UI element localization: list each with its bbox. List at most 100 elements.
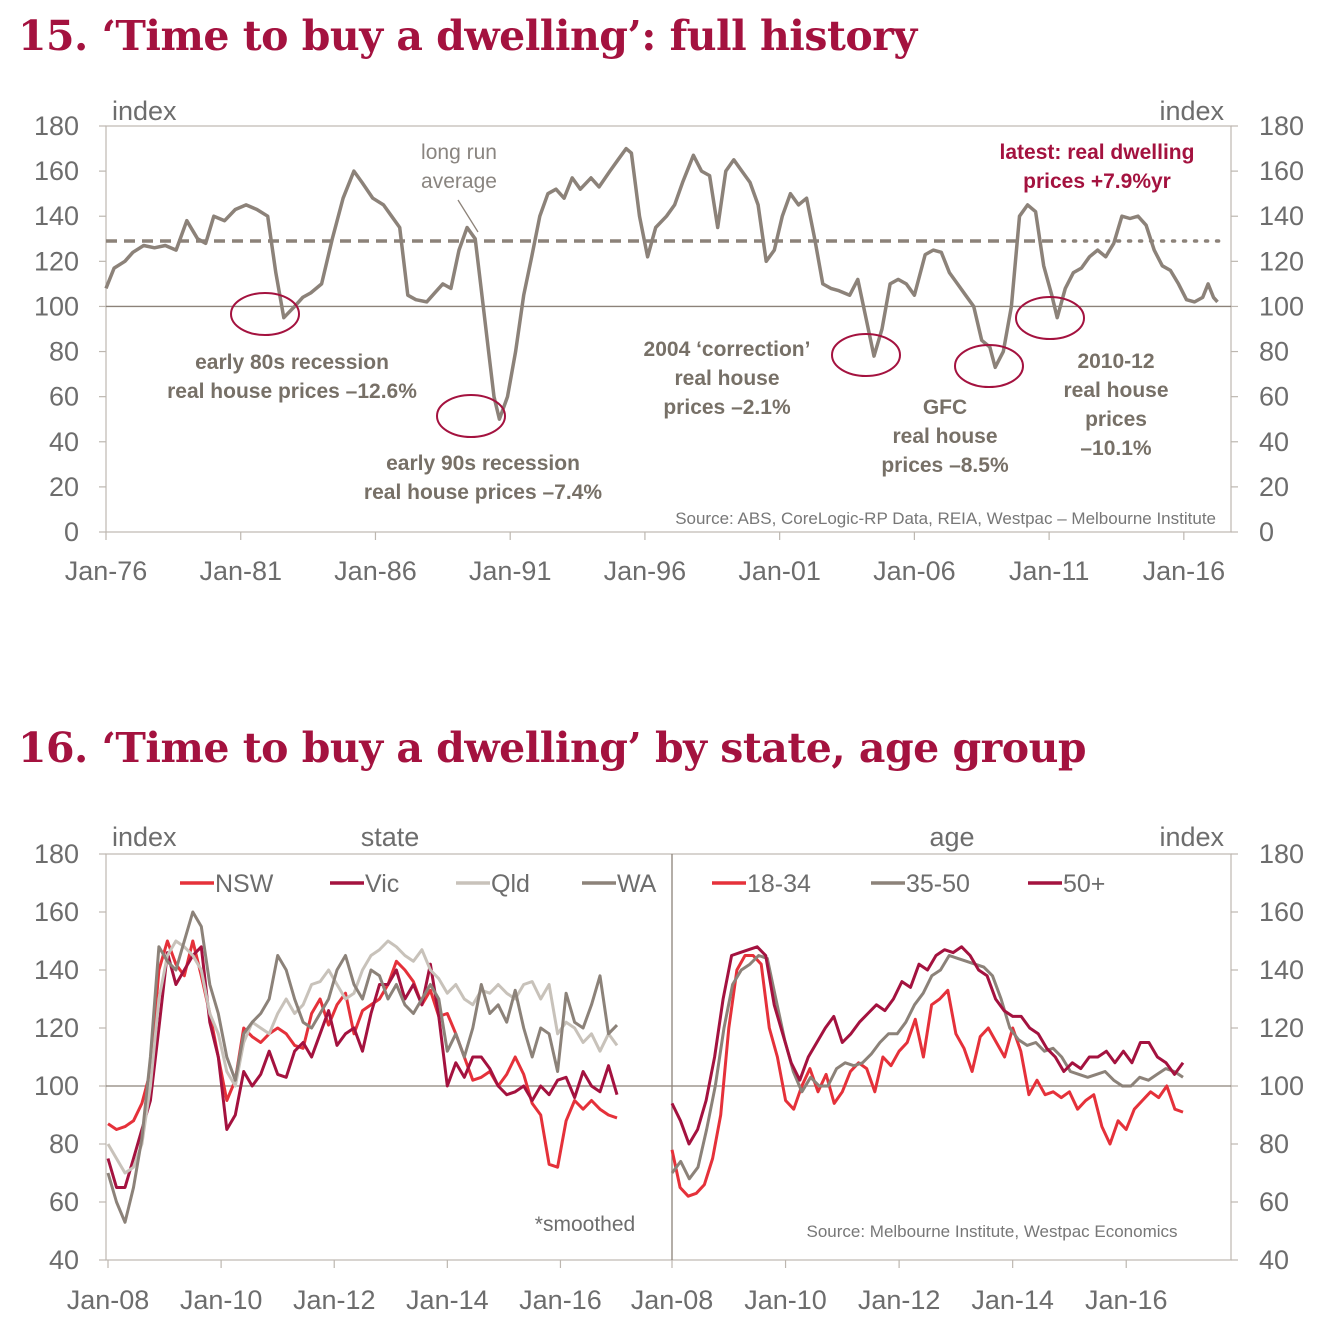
chart-16-right-axis-title: index — [1159, 822, 1224, 852]
y-tick-label-right: 20 — [1259, 472, 1289, 502]
svg-text:latest: real dwelling: latest: real dwelling — [1000, 141, 1195, 164]
legend-label-nsw: NSW — [215, 870, 274, 898]
x-tick-label: Jan-08 — [67, 1285, 150, 1315]
chart-15-source: Source: ABS, CoreLogic-RP Data, REIA, We… — [675, 509, 1216, 528]
series-line-age-50 — [670, 945, 1185, 1146]
svg-text:prices –8.5%: prices –8.5% — [881, 454, 1009, 477]
highlight-circle-gfc — [954, 344, 1024, 388]
y-tick-label-right: 140 — [1259, 955, 1304, 985]
highlight-circle-2004 — [831, 333, 901, 377]
y-tick-label-left: 180 — [34, 111, 79, 141]
svg-text:average: average — [421, 170, 497, 193]
legend-label-50: 50+ — [1063, 870, 1105, 898]
y-tick-label-left: 40 — [49, 1245, 79, 1275]
y-tick-label-right: 60 — [1259, 382, 1289, 412]
x-tick-label: Jan-91 — [469, 556, 552, 586]
svg-text:–10.1%: –10.1% — [1080, 437, 1152, 460]
x-tick-label: Jan-81 — [199, 556, 282, 586]
annotation-2010-12: 2010-12 real house prices –10.1% — [1063, 350, 1168, 460]
y-tick-label-left: 60 — [49, 1187, 79, 1217]
series-line-state-vic — [106, 945, 619, 1189]
svg-text:real house prices –7.4%: real house prices –7.4% — [364, 481, 602, 504]
y-tick-label-right: 100 — [1259, 1071, 1304, 1101]
y-tick-label-left: 100 — [34, 1071, 79, 1101]
chart-15-y-axes: 0 0 20 20 40 40 60 60 80 80 100 100 120 120 140 140 160 1… — [34, 111, 1304, 547]
svg-text:real house: real house — [1063, 379, 1168, 402]
svg-text:long run: long run — [421, 141, 497, 164]
svg-text:prices –2.1%: prices –2.1% — [663, 396, 791, 419]
x-tick-label: Jan-14 — [971, 1285, 1054, 1315]
annotation-latest-real-dwelling-prices: latest: real dwelling prices +7.9%yr — [1000, 141, 1195, 193]
annotation-2004-correction: 2004 ‘correction’ real house prices –2.1… — [644, 338, 811, 419]
panel-title-state: state — [361, 822, 420, 852]
series-line-state-wa — [106, 910, 619, 1224]
x-tick-label: Jan-14 — [406, 1285, 489, 1315]
svg-text:prices: prices — [1085, 408, 1147, 431]
x-tick-label: Jan-16 — [1143, 556, 1226, 586]
y-tick-label-left: 140 — [34, 955, 79, 985]
svg-text:real house: real house — [892, 425, 997, 448]
x-tick-label: Jan-76 — [65, 556, 148, 586]
legend-label-35-50: 35-50 — [906, 870, 970, 898]
x-tick-label: Jan-86 — [334, 556, 417, 586]
y-tick-label-left: 100 — [34, 291, 79, 321]
y-tick-label-right: 80 — [1259, 337, 1289, 367]
y-tick-label-left: 180 — [34, 839, 79, 869]
chart-16-x-axis: Jan-08 Jan-10 Jan-12 Jan-14 Jan-16 Jan-08 Jan-… — [67, 1260, 1168, 1315]
x-tick-label: Jan-06 — [873, 556, 956, 586]
highlight-circle-2010-12 — [1015, 296, 1085, 340]
chart-16-title: 16. ‘Time to buy a dwelling’ by state, a… — [18, 724, 1087, 772]
chart-15-plot-frame — [105, 125, 1232, 533]
chart-16-svg: 40 40 60 60 80 80 100 100 120 120 140 140 160 160 180 1… — [34, 822, 1304, 1315]
y-tick-label-right: 120 — [1259, 1013, 1304, 1043]
chart-15-title: 15. ‘Time to buy a dwelling’: full histo… — [18, 12, 917, 60]
y-tick-label-right: 180 — [1259, 111, 1304, 141]
series-line-state-nsw — [107, 939, 618, 1169]
panel-title-age: age — [929, 822, 974, 852]
y-tick-label-left: 60 — [49, 382, 79, 412]
y-tick-label-left: 160 — [34, 156, 79, 186]
x-tick-label: Jan-10 — [744, 1285, 827, 1315]
legend-label-qld: Qld — [491, 870, 530, 898]
y-tick-label-right: 60 — [1259, 1187, 1289, 1217]
svg-text:real house: real house — [674, 367, 779, 390]
x-tick-label: Jan-10 — [180, 1285, 263, 1315]
x-tick-label: Jan-12 — [858, 1285, 941, 1315]
legend-label-18-34: 18-34 — [747, 870, 811, 898]
y-tick-label-left: 80 — [49, 337, 79, 367]
x-tick-label: Jan-01 — [738, 556, 821, 586]
y-tick-label-left: 20 — [49, 472, 79, 502]
series-line-age-35-50 — [670, 954, 1184, 1181]
svg-text:prices +7.9%yr: prices +7.9%yr — [1023, 170, 1171, 193]
svg-text:early 80s recession: early 80s recession — [195, 351, 389, 374]
long-run-average-pointer — [457, 199, 479, 233]
chart-15-right-axis-title: index — [1159, 96, 1224, 126]
svg-text:early 90s recession: early 90s recession — [386, 452, 580, 475]
y-tick-label-right: 80 — [1259, 1129, 1289, 1159]
svg-text:2010-12: 2010-12 — [1077, 350, 1154, 373]
chart-16-y-axes: 40 40 60 60 80 80 100 100 120 120 140 140 160 160 180 1… — [34, 839, 1304, 1275]
x-tick-label: Jan-96 — [604, 556, 687, 586]
svg-text:real house prices –12.6%: real house prices –12.6% — [167, 380, 417, 403]
x-tick-label: Jan-16 — [519, 1285, 602, 1315]
chart-16-left-axis-title: index — [112, 822, 177, 852]
annotation-long-run-average: long run average — [421, 141, 497, 193]
y-tick-label-left: 80 — [49, 1129, 79, 1159]
legend-label-wa: WA — [617, 870, 657, 898]
y-tick-label-right: 100 — [1259, 291, 1304, 321]
chart-16-smoothed-note: *smoothed — [535, 1213, 635, 1236]
series-line-state-qld — [106, 939, 619, 1175]
legend-label-vic: Vic — [365, 870, 399, 898]
highlight-circle-early-90s — [436, 394, 506, 438]
x-tick-label: Jan-08 — [631, 1285, 714, 1315]
y-tick-label-right: 40 — [1259, 1245, 1289, 1275]
svg-text:GFC: GFC — [923, 396, 967, 419]
chart-16-series — [106, 910, 1185, 1224]
x-tick-label: Jan-12 — [293, 1285, 376, 1315]
chart-15-x-axis: Jan-76 Jan-81 Jan-86 Jan-91 Jan-96 Jan-01 Jan-… — [65, 532, 1225, 586]
series-time-to-buy-line — [104, 146, 1219, 421]
y-tick-label-right: 140 — [1259, 201, 1304, 231]
y-tick-label-left: 140 — [34, 201, 79, 231]
y-tick-label-right: 160 — [1259, 156, 1304, 186]
y-tick-label-right: 160 — [1259, 897, 1304, 927]
